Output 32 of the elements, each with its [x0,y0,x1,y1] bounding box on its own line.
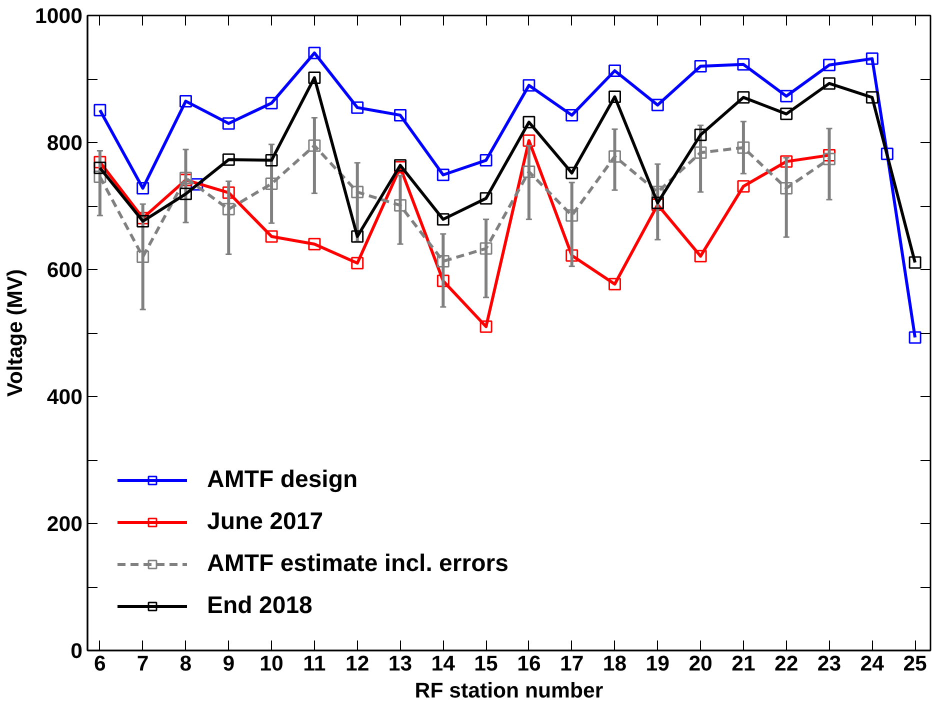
x-tick-label: 13 [388,652,412,676]
x-tick-label: 14 [431,652,456,676]
x-axis-title: RF station number [414,678,604,702]
x-tick-label: 9 [222,652,235,676]
x-tick-label: 22 [774,652,798,676]
legend-label: AMTF design [207,466,358,494]
legend-label: AMTF estimate incl. errors [207,550,508,578]
x-tick-label: 12 [345,652,370,676]
x-tick-label: 7 [136,652,149,676]
x-tick-label: 11 [303,652,326,676]
x-tick-label: 17 [560,652,584,676]
x-tick-label: 10 [260,652,284,676]
x-tick-label: 18 [602,652,627,676]
y-tick-label: 800 [46,131,83,155]
legend-label: June 2017 [207,508,324,536]
y-tick-label: 1000 [35,4,83,28]
y-tick-label: 400 [46,385,83,409]
legend-label: End 2018 [207,592,312,620]
x-tick-label: 25 [903,652,928,676]
x-tick-label: 19 [646,652,670,676]
y-axis-title: Voltage (MV) [3,269,28,397]
x-tick-label: 8 [180,652,192,676]
y-tick-label: 0 [70,639,83,663]
x-tick-label: 23 [817,652,842,676]
y-tick-label: 600 [46,258,83,282]
x-tick-label: 21 [732,652,756,676]
y-tick-label: 200 [46,512,83,536]
x-tick-label: 20 [688,652,712,676]
x-tick-label: 6 [94,652,106,676]
x-tick-label: 16 [517,652,541,676]
x-tick-label: 24 [860,652,884,676]
x-tick-label: 15 [474,652,498,676]
